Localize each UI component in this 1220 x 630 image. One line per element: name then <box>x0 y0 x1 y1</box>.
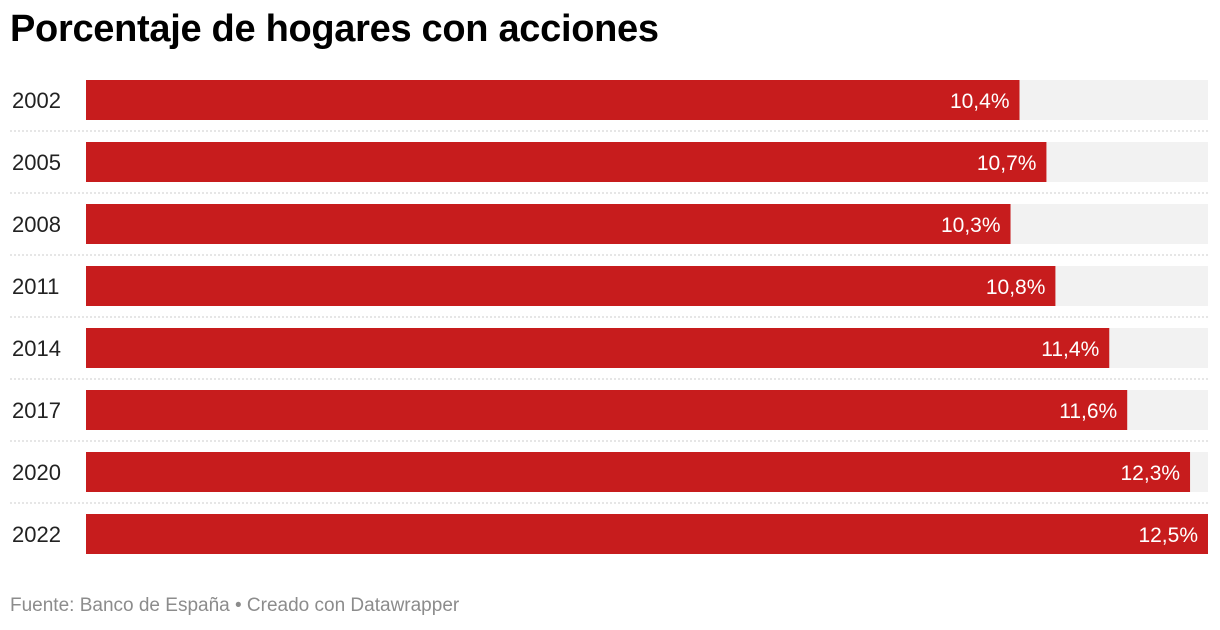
bar-2022 <box>86 514 1208 554</box>
category-label: 2008 <box>12 212 61 237</box>
value-label: 11,6% <box>1059 400 1117 423</box>
bar-2005 <box>86 142 1047 182</box>
bar-2014 <box>86 328 1110 368</box>
bar-2020 <box>86 452 1191 492</box>
value-label: 12,5% <box>1138 524 1198 547</box>
bar-2002 <box>86 80 1020 120</box>
category-label: 2020 <box>12 460 61 485</box>
bar-2011 <box>86 266 1056 306</box>
chart-title: Porcentaje de hogares con acciones <box>10 8 659 50</box>
bar-2008 <box>86 204 1011 244</box>
value-label: 11,4% <box>1041 338 1099 361</box>
value-label: 10,7% <box>977 152 1037 175</box>
category-label: 2014 <box>12 336 61 361</box>
value-label: 10,4% <box>950 90 1010 113</box>
value-label: 10,8% <box>986 276 1046 299</box>
value-label: 10,3% <box>941 214 1001 237</box>
category-label: 2022 <box>12 522 61 547</box>
bars-layer: 2002 10,4% 2005 10,7% 2008 10,3% 2011 10,8% 2014… <box>10 80 1208 554</box>
bar-2017 <box>86 390 1128 430</box>
category-label: 2002 <box>12 88 61 113</box>
source-footer: Fuente: Banco de España • Creado con Dat… <box>10 595 460 616</box>
category-label: 2017 <box>12 398 61 423</box>
category-label: 2005 <box>12 150 61 175</box>
value-label: 12,3% <box>1121 462 1181 485</box>
category-label: 2011 <box>12 274 59 299</box>
